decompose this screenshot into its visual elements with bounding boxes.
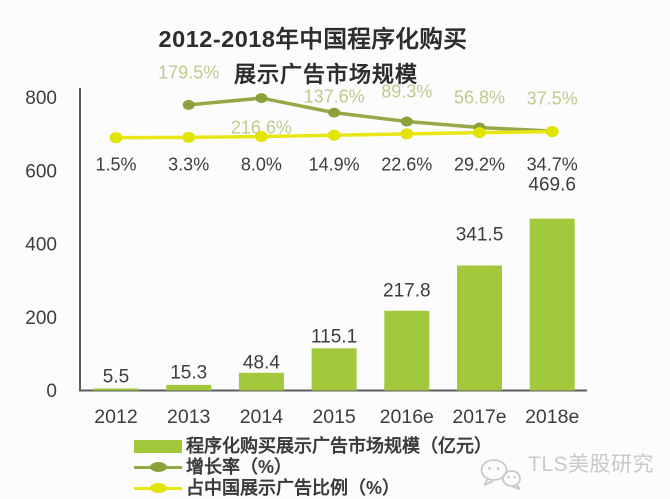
bar-2017e — [457, 265, 502, 391]
bar-2016e — [384, 310, 430, 391]
growth-value-label: 137.6% — [304, 87, 365, 107]
legend-label-market-size: 程序化购买展示广告市场规模（亿元） — [186, 436, 492, 456]
x-axis-label: 2012 — [94, 406, 137, 428]
growth-value-label: 89.3% — [381, 82, 432, 102]
legend-label-display-ad-ratio: 占中国展示广告比例（%） — [186, 478, 401, 498]
x-axis-label: 2017e — [452, 406, 506, 428]
legend: 程序化购买展示广告市场规模（亿元） 增长率（%） 占中国展示广告比例（%） — [134, 436, 492, 499]
bar-2015 — [311, 348, 357, 391]
growth-value-label: 179.5% — [158, 63, 219, 83]
ratio-value-label: 14.9% — [309, 155, 360, 175]
ratio-marker — [327, 129, 341, 141]
chart-subtitle: 展示广告市场规模 — [233, 62, 419, 87]
bar-value-label: 115.1 — [311, 327, 357, 348]
growth-rate-marker — [328, 107, 341, 118]
watermark: TLS美股研究 — [479, 452, 654, 490]
ratio-marker — [182, 131, 196, 143]
ratio-value-label: 22.6% — [381, 155, 432, 175]
ratio-marker — [109, 132, 123, 144]
ratio-marker — [473, 127, 486, 139]
y-tick-label: 400 — [25, 235, 57, 256]
ratio-value-label: 8.0% — [241, 155, 282, 175]
legend-item-market-size: 程序化购买展示广告市场规模（亿元） — [134, 436, 492, 456]
bar-value-label: 217.8 — [383, 281, 431, 302]
y-tick-label: 0 — [46, 381, 57, 402]
x-axis-label: 2018e — [525, 406, 579, 428]
x-axis-label: 2016e — [380, 406, 434, 428]
bar-value-label: 5.5 — [103, 367, 129, 388]
growth-value-label: 56.8% — [454, 88, 505, 108]
growth-rate-marker — [182, 99, 195, 110]
ratio-marker — [400, 128, 414, 140]
legend-item-growth-rate: 增长率（%） — [134, 457, 492, 477]
growth-value-label: 216.6% — [231, 118, 292, 138]
bar-2012 — [93, 388, 139, 391]
x-axis-label: 2014 — [240, 406, 284, 428]
y-tick-label: 600 — [25, 161, 57, 182]
bar-2018e — [529, 218, 575, 391]
bar-value-label: 341.5 — [456, 225, 504, 246]
chart-title: 2012-2018年中国程序化购买 — [158, 26, 468, 52]
growth-value-label: 37.5% — [527, 89, 578, 109]
growth-line-legend-swatch — [134, 461, 182, 474]
ratio-marker — [254, 131, 268, 143]
ratio-value-label: 34.7% — [527, 155, 578, 175]
growth-rate-marker — [400, 116, 413, 127]
ratio-value-label: 29.2% — [454, 155, 505, 175]
watermark-text: TLS美股研究 — [528, 453, 655, 476]
legend-item-display-ad-ratio: 占中国展示广告比例（%） — [134, 478, 492, 498]
ratio-value-label: 3.3% — [168, 155, 209, 175]
x-axis-label: 2013 — [167, 406, 210, 428]
bar-value-label: 15.3 — [170, 363, 207, 384]
bar-legend-swatch — [134, 439, 182, 453]
y-tick-label: 200 — [25, 308, 57, 329]
y-tick-label: 800 — [25, 88, 57, 109]
bar-2013 — [166, 384, 212, 391]
bar-value-label: 48.4 — [243, 353, 280, 374]
growth-rate-line — [188, 96, 553, 133]
bar-2014 — [238, 372, 284, 391]
ratio-value-label: 1.5% — [95, 155, 136, 175]
legend-label-growth-rate: 增长率（%） — [186, 457, 293, 477]
bar-value-label: 469.6 — [528, 175, 576, 196]
growth-rate-marker — [255, 93, 268, 104]
x-axis-label: 2015 — [312, 406, 356, 428]
ratio-marker — [545, 126, 559, 138]
wechat-chat-bubbles-icon — [480, 459, 521, 490]
ratio-line-legend-swatch — [134, 482, 182, 495]
